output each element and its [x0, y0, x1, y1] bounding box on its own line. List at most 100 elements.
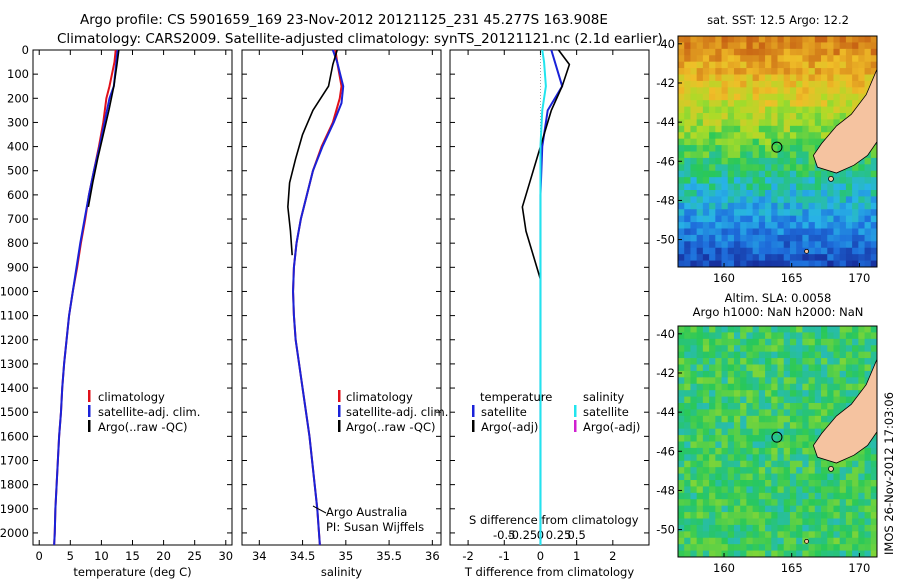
map-cell [845, 55, 853, 63]
map-cell [696, 55, 704, 63]
map-cell [870, 518, 878, 526]
map-cell [696, 447, 704, 455]
map-cell [678, 170, 685, 178]
map-cell [752, 505, 760, 513]
map-cell [783, 177, 791, 184]
map-cell [833, 55, 841, 63]
map-cell [740, 145, 747, 152]
map-cell [802, 106, 809, 114]
map-cell [709, 518, 716, 526]
map-cell [839, 87, 847, 95]
map-cell [684, 190, 691, 197]
map-cell [777, 74, 785, 82]
map-cell [746, 106, 754, 114]
map-cell [864, 177, 872, 184]
map-cell [821, 87, 828, 95]
map-cell [802, 351, 809, 359]
map-cell [808, 499, 816, 507]
map-cell [765, 537, 772, 545]
map-cell [858, 499, 865, 507]
map-cell [839, 364, 847, 372]
map-cell [733, 55, 741, 63]
map-cell [746, 403, 754, 410]
map-cell [758, 486, 766, 494]
legend-swatch-argo [338, 420, 341, 432]
map-cell [746, 415, 754, 423]
map-x-tick-label: 170 [848, 561, 870, 575]
map-cell [814, 383, 822, 391]
map-cell [771, 370, 778, 378]
map-cell [789, 383, 797, 391]
map-cell [721, 447, 729, 455]
x-tick-label: -2 [462, 549, 473, 563]
map-cell [709, 145, 716, 152]
map-cell [715, 467, 722, 474]
map-cell [746, 209, 754, 217]
map-cell [777, 209, 785, 217]
map-cell [839, 505, 847, 513]
map-cell [827, 190, 834, 197]
map-cell [696, 93, 704, 101]
map-cell [814, 183, 822, 191]
map-cell [721, 377, 729, 385]
map-cell [870, 36, 878, 43]
map-cell [839, 254, 847, 261]
map-cell [783, 524, 791, 532]
map-cell [709, 351, 716, 359]
map-cell [678, 177, 685, 184]
map-cell [702, 222, 710, 229]
map-cell [696, 157, 704, 165]
map-cell [746, 499, 754, 507]
map-cell [758, 119, 766, 127]
map-cell [783, 106, 791, 114]
map-cell [752, 409, 760, 417]
map-cell [727, 486, 735, 494]
map-cell [870, 326, 878, 333]
map-cell [733, 132, 741, 140]
map-cell [727, 190, 735, 197]
legend-label-satellite: satellite-adj. clim. [98, 405, 200, 419]
map-cell [821, 55, 828, 63]
map-cell [789, 415, 797, 423]
map-cell [746, 396, 754, 404]
map-cell [852, 80, 859, 88]
map-cell [746, 48, 754, 56]
map-cell [702, 177, 710, 184]
map-cell [783, 550, 791, 558]
map-cell [777, 164, 785, 172]
map-cell [752, 422, 760, 430]
map-cell [733, 247, 741, 255]
map-cell [821, 422, 828, 430]
map-cell [696, 48, 704, 56]
map-cell [821, 190, 828, 197]
map-cell [690, 415, 698, 423]
map-cell [870, 177, 878, 184]
map-cell [715, 447, 722, 455]
map-cell [845, 338, 853, 346]
map-cell [789, 119, 797, 127]
map-cell [702, 467, 710, 474]
map-cell [721, 415, 729, 423]
map-cell [852, 467, 859, 474]
map-cell [777, 550, 785, 558]
y-tick-label: 2000 [0, 526, 29, 540]
map-cell [814, 36, 822, 43]
map-cell [752, 113, 760, 120]
map-cell [740, 61, 747, 69]
map-cell [678, 370, 685, 378]
map-cell [690, 164, 698, 172]
map-cell [783, 145, 791, 152]
map-cell [808, 183, 816, 191]
map-cell [740, 473, 747, 481]
map-cell [702, 396, 710, 404]
map-cell [864, 358, 872, 365]
map-cell [821, 390, 828, 397]
map-cell [864, 486, 872, 494]
map-cell [839, 531, 847, 539]
map-cell [684, 390, 691, 397]
map-cell [789, 113, 797, 120]
map-cell [870, 55, 878, 63]
map-cell [771, 422, 778, 430]
map-cell [777, 422, 785, 430]
map-cell [721, 241, 729, 249]
